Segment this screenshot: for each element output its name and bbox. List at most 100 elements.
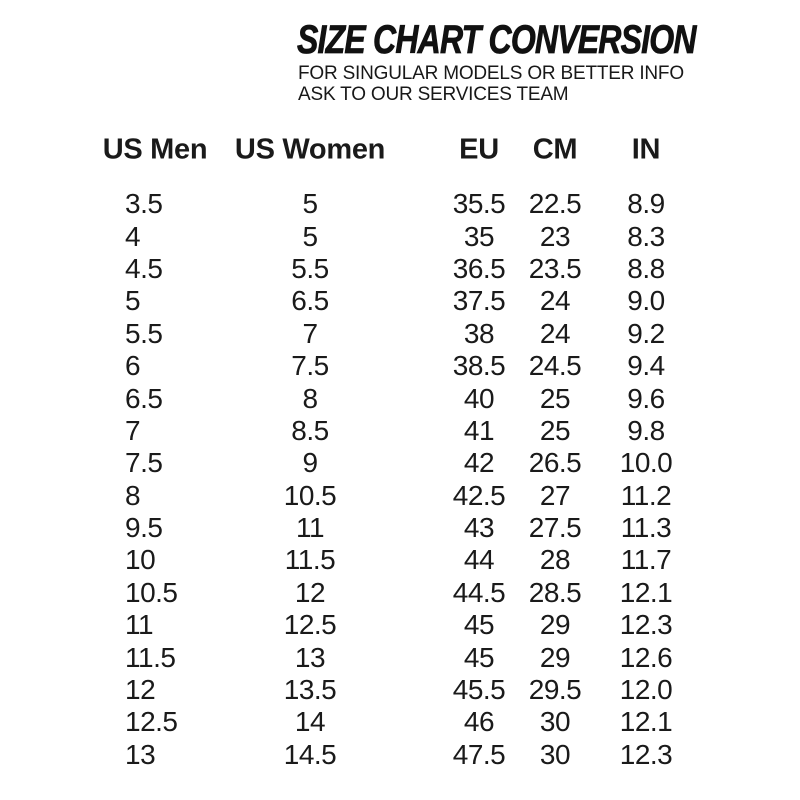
cell-us-women: 14.5: [283, 738, 337, 770]
cell-us-men: 12.5: [125, 706, 178, 738]
cell-in: 10.0: [619, 447, 673, 479]
column-header-eu: EU: [459, 133, 499, 166]
table-row: 10.5 12 44.5 28.5 12.1: [0, 577, 800, 609]
cell-us-men: 6: [125, 350, 141, 382]
cell-in: 11.2: [620, 479, 672, 511]
cell-eu: 35: [463, 220, 495, 252]
table-row: 4 5 35 23 8.3: [0, 220, 800, 252]
table-row: 12.5 14 46 30 12.1: [0, 706, 800, 738]
table-row: 9.5 11 43 27.5 11.3: [0, 512, 800, 544]
table-row: 12 13.5 45.5 29.5 12.0: [0, 674, 800, 706]
table-row: 7 8.5 41 25 9.8: [0, 415, 800, 447]
cell-us-women: 5: [302, 220, 318, 252]
cell-us-men: 7: [125, 414, 141, 446]
cell-us-men: 4: [125, 220, 141, 252]
cell-cm: 29: [539, 641, 571, 673]
cell-in: 8.3: [627, 220, 665, 252]
table-row: 5 6.5 37.5 24 9.0: [0, 285, 800, 317]
cell-cm: 27: [539, 479, 571, 511]
cell-cm: 28: [539, 544, 571, 576]
cell-cm: 30: [539, 706, 571, 738]
column-header-us-women: US Women: [234, 133, 386, 166]
table-row: 5.5 7 38 24 9.2: [0, 318, 800, 350]
cell-us-women: 5.5: [291, 252, 329, 284]
cell-us-men: 5: [125, 285, 141, 317]
subtitle-line-1: FOR SINGULAR MODELS OR BETTER INFO: [298, 63, 684, 84]
cell-us-women: 11: [295, 512, 325, 544]
cell-in: 12.1: [619, 706, 673, 738]
cell-in: 9.0: [627, 285, 665, 317]
cell-in: 8.9: [627, 188, 665, 220]
cell-eu: 36.5: [452, 252, 506, 284]
cell-us-women: 13: [294, 641, 326, 673]
cell-in: 12.1: [619, 576, 673, 608]
cell-eu: 38.5: [452, 350, 506, 382]
cell-us-women: 8: [302, 382, 318, 414]
cell-eu: 44.5: [452, 576, 506, 608]
table-body: 3.5 5 35.5 22.5 8.9 4 5 35 23 8.3 4.5 5.5 36.5 23.5 8.…: [0, 188, 800, 771]
cell-cm: 24: [539, 317, 571, 349]
cell-eu: 40: [463, 382, 495, 414]
cell-eu: 35.5: [452, 188, 506, 220]
cell-us-women: 10.5: [283, 479, 337, 511]
cell-us-women: 11.5: [284, 544, 336, 576]
cell-eu: 42.5: [452, 479, 506, 511]
cell-us-women: 7.5: [291, 350, 329, 382]
column-header-cm: CM: [532, 133, 578, 166]
cell-in: 12.3: [619, 609, 673, 641]
cell-us-men: 5.5: [125, 317, 163, 349]
table-header-row: US Men US Women EU CM IN: [0, 130, 800, 170]
cell-us-men: 13: [125, 738, 156, 770]
header: SIZE CHART CONVERSION: [297, 18, 795, 62]
cell-us-men: 11.5: [125, 641, 176, 673]
cell-eu: 45: [463, 641, 495, 673]
cell-in: 11.3: [620, 512, 672, 544]
cell-cm: 25: [539, 414, 571, 446]
subtitle: FOR SINGULAR MODELS OR BETTER INFO ASK T…: [298, 63, 684, 105]
cell-us-women: 14: [294, 706, 326, 738]
table-row: 6.5 8 40 25 9.6: [0, 382, 800, 414]
cell-cm: 22.5: [528, 188, 582, 220]
cell-eu: 44: [463, 544, 495, 576]
cell-in: 9.4: [627, 350, 665, 382]
cell-eu: 47.5: [452, 738, 506, 770]
cell-in: 9.2: [627, 317, 665, 349]
cell-eu: 42: [463, 447, 495, 479]
cell-us-women: 8.5: [291, 414, 329, 446]
cell-us-women: 9: [302, 447, 318, 479]
cell-us-women: 12.5: [283, 609, 337, 641]
cell-eu: 45.5: [452, 674, 506, 706]
cell-us-men: 7.5: [125, 447, 163, 479]
cell-cm: 23.5: [528, 252, 582, 284]
column-header-us-men: US Men: [102, 133, 208, 166]
table-row: 6 7.5 38.5 24.5 9.4: [0, 350, 800, 382]
table-row: 11 12.5 45 29 12.3: [0, 609, 800, 641]
table-row: 7.5 9 42 26.5 10.0: [0, 447, 800, 479]
cell-cm: 30: [539, 738, 571, 770]
cell-us-women: 5: [302, 188, 318, 220]
cell-cm: 29: [539, 609, 571, 641]
size-conversion-table: US Men US Women EU CM IN 3.5 5 35.5 22.5 8.9 4 5 35…: [0, 130, 800, 771]
cell-eu: 41: [463, 414, 495, 446]
cell-us-women: 12: [294, 576, 326, 608]
cell-cm: 24.5: [528, 350, 582, 382]
cell-cm: 27.5: [528, 512, 582, 544]
table-row: 4.5 5.5 36.5 23.5 8.8: [0, 253, 800, 285]
page-title: SIZE CHART CONVERSION: [297, 18, 697, 62]
cell-us-men: 10.5: [125, 576, 178, 608]
cell-cm: 23: [539, 220, 571, 252]
cell-us-men: 9.5: [125, 512, 163, 544]
cell-eu: 37.5: [452, 285, 506, 317]
cell-in: 11.7: [620, 544, 672, 576]
table-row: 8 10.5 42.5 27 11.2: [0, 480, 800, 512]
cell-us-men: 10: [125, 544, 156, 576]
cell-cm: 25: [539, 382, 571, 414]
cell-cm: 28.5: [528, 576, 582, 608]
table-row: 3.5 5 35.5 22.5 8.9: [0, 188, 800, 220]
column-header-in: IN: [631, 133, 661, 166]
cell-cm: 24: [539, 285, 571, 317]
cell-us-men: 8: [125, 479, 141, 511]
cell-us-women: 7: [302, 317, 318, 349]
cell-eu: 46: [463, 706, 495, 738]
